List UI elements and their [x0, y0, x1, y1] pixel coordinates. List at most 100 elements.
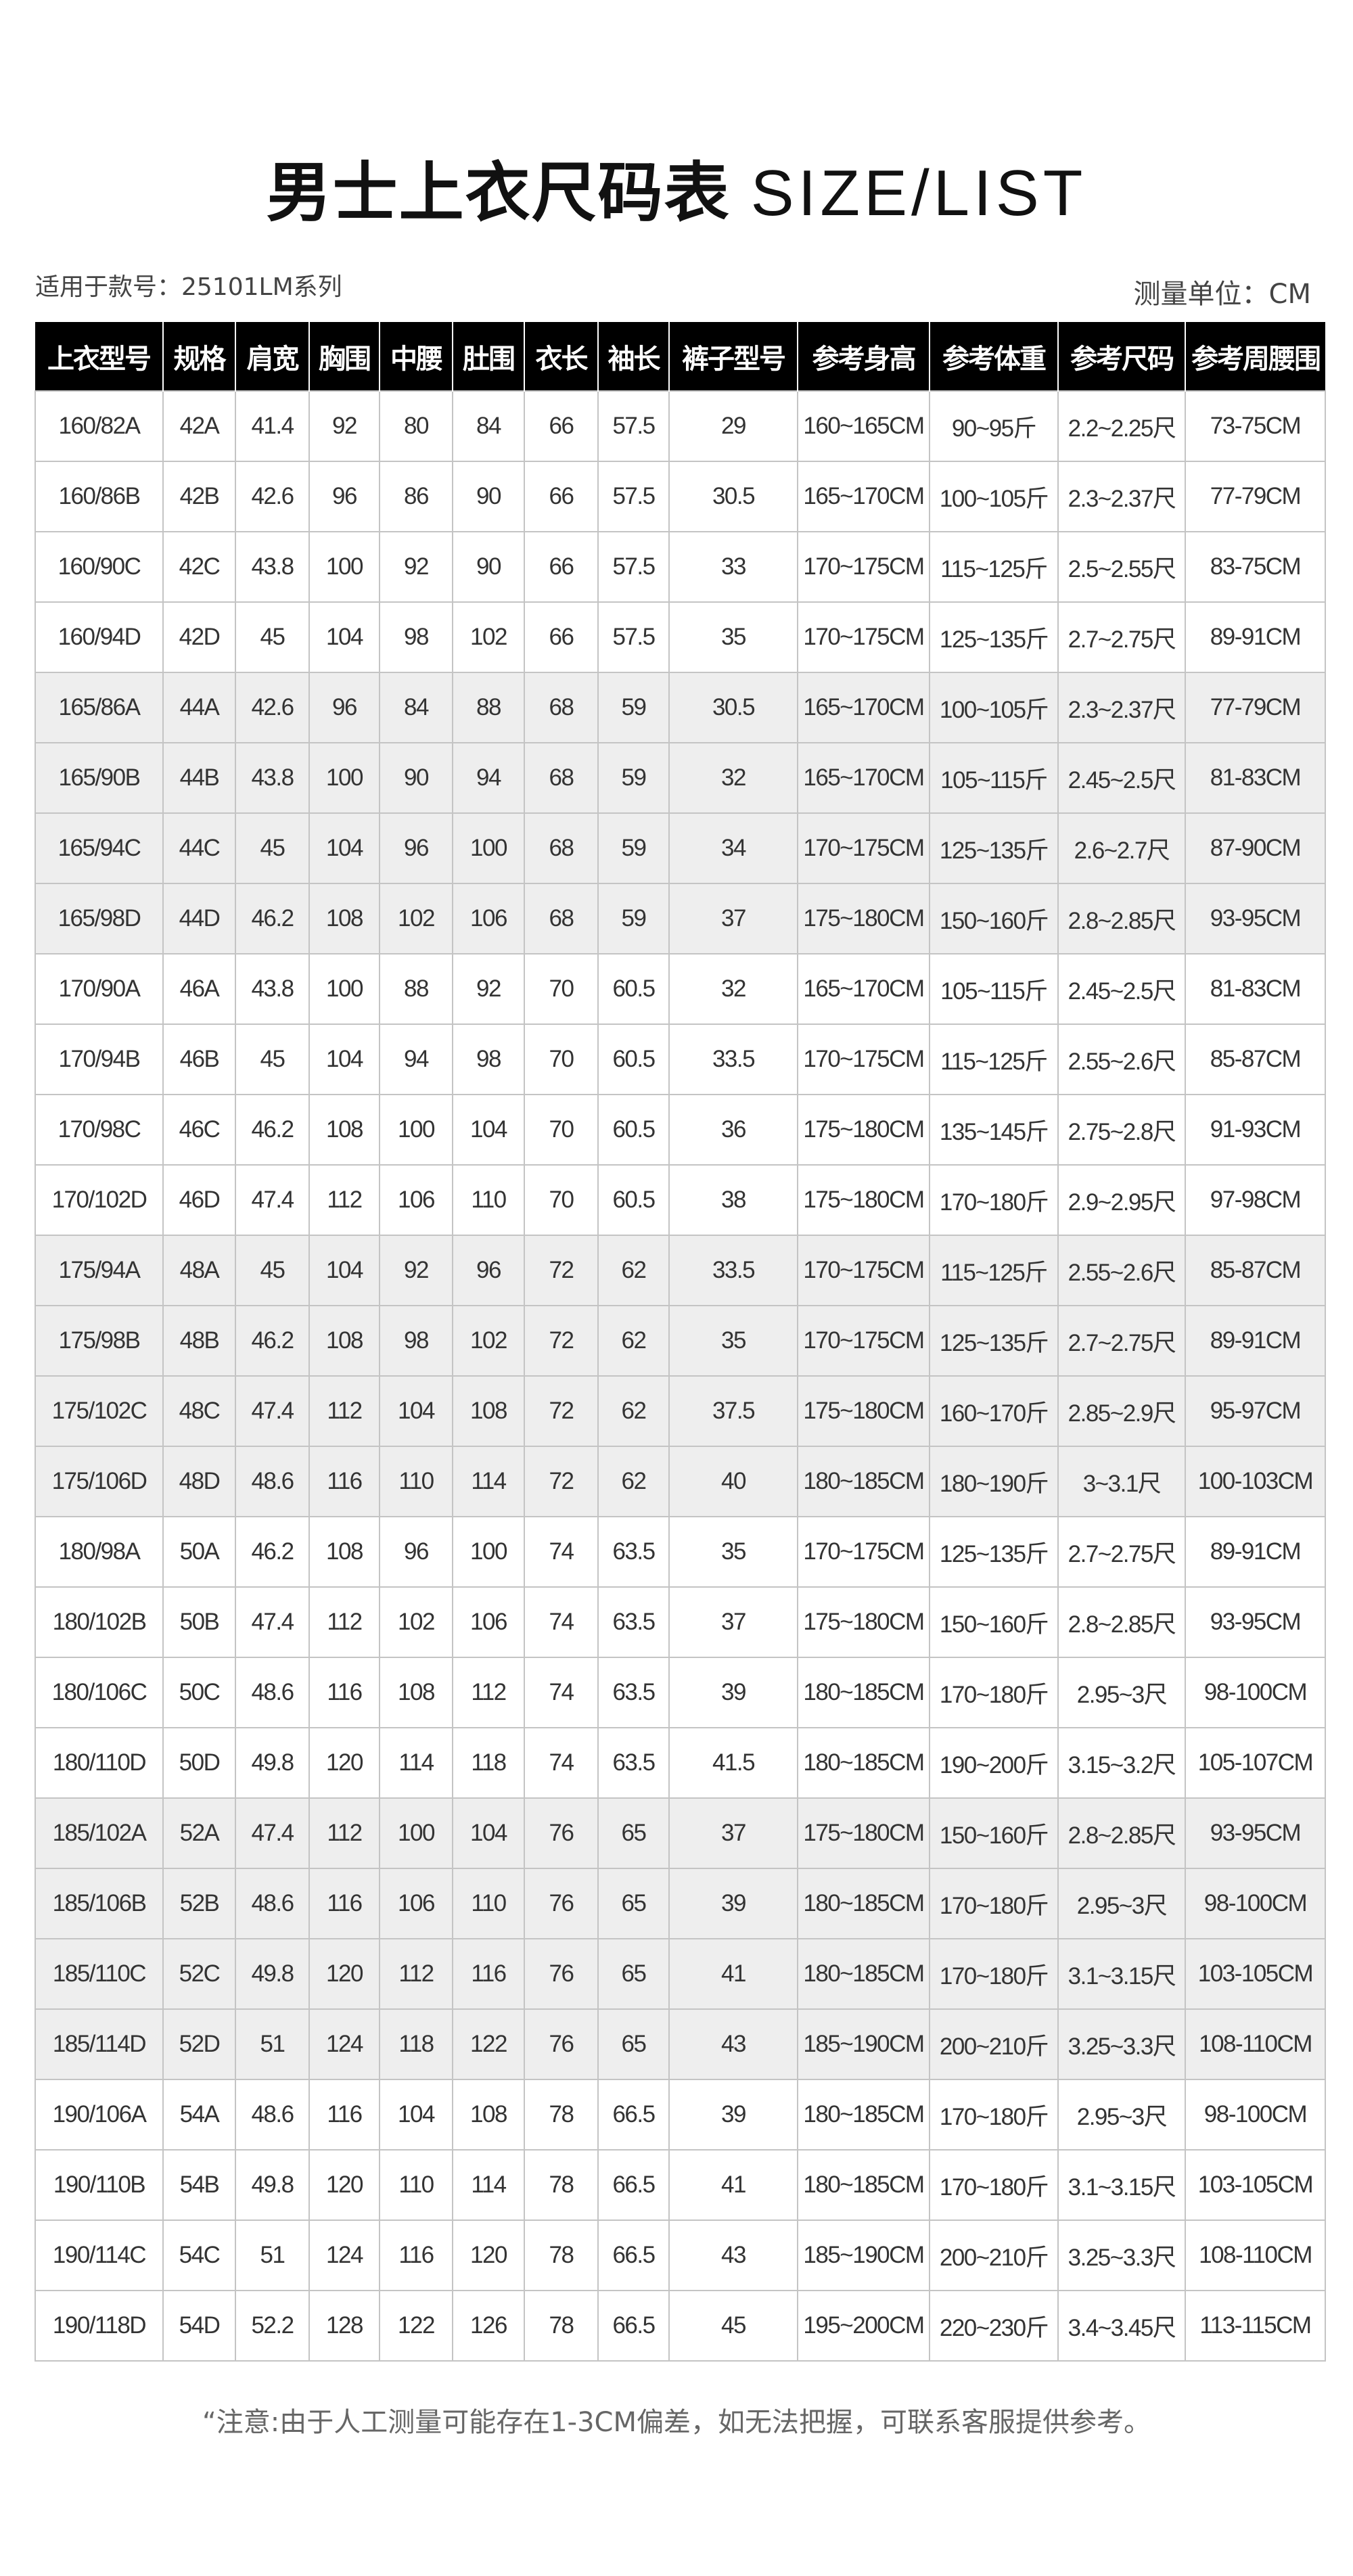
table-cell: 165/86A [35, 672, 164, 743]
table-cell: 180~185CM [797, 1727, 930, 1799]
table-cell: 124 [308, 2220, 380, 2291]
table-row: 190/110B 54B 49.8 120 110 114 78 66.5 41 180~185C… [35, 2149, 1326, 2221]
table-row: 165/86A 44A 42.6 96 84 88 68 59 30.5 165~170CM 100… [35, 672, 1326, 743]
table-cell: 47.4 [235, 1375, 310, 1447]
table-cell: 33 [668, 531, 798, 603]
table-cell: 102 [379, 883, 453, 954]
table-cell: 114 [452, 1446, 525, 1517]
table-cell: 100 [379, 1094, 453, 1166]
table-cell: 77-79CM [1185, 461, 1326, 532]
table-row: 185/106B 52B 48.6 116 106 110 76 65 39 180~185CM 1… [35, 1868, 1326, 1939]
table-row: 160/90C 42C 43.8 100 92 90 66 57.5 33 170~175CM 11… [35, 531, 1326, 603]
table-cell: 165~170CM [797, 672, 930, 743]
table-cell: 104 [308, 1235, 380, 1306]
table-cell: 175~180CM [797, 883, 930, 954]
column-header: 参考尺码 [1057, 322, 1186, 391]
table-cell: 170~180斤 [929, 2149, 1059, 2221]
table-cell: 44A [162, 672, 236, 743]
table-cell: 175/98B [35, 1305, 164, 1377]
table-cell: 52A [162, 1797, 236, 1869]
table-cell: 93-95CM [1185, 1797, 1326, 1869]
table-row: 170/102D 46D 47.4 112 106 110 70 60.5 38 175~180C… [35, 1164, 1326, 1236]
title-english: SIZE/LIST [750, 157, 1087, 229]
table-cell: 74 [524, 1657, 599, 1728]
table-cell: 106 [379, 1164, 453, 1236]
table-cell: 74 [524, 1516, 599, 1588]
table-cell: 170~175CM [797, 531, 930, 603]
table-cell: 90 [452, 531, 525, 603]
applicable-models: 适用于款号：25101LM系列 [35, 273, 342, 301]
table-cell: 98 [452, 1024, 525, 1095]
table-row: 170/94B 46B 45 104 94 98 70 60.5 33.5 170~175CM 11… [35, 1024, 1326, 1095]
table-row: 180/110D 50D 49.8 120 114 118 74 63.5 41.5 180~18… [35, 1727, 1326, 1799]
table-cell: 2.7~2.75尺 [1057, 601, 1186, 673]
table-cell: 175/102C [35, 1375, 164, 1447]
table-cell: 65 [597, 1868, 670, 1939]
table-cell: 190/106A [35, 2079, 164, 2150]
table-cell: 150~160斤 [929, 883, 1059, 954]
table-cell: 74 [524, 1727, 599, 1799]
table-cell: 52D [162, 2008, 236, 2080]
table-cell: 128 [308, 2290, 380, 2362]
table-cell: 89-91CM [1185, 1305, 1326, 1377]
table-cell: 54D [162, 2290, 236, 2362]
table-cell: 89-91CM [1185, 1516, 1326, 1588]
table-cell: 2.2~2.25尺 [1057, 390, 1186, 462]
table-cell: 175/94A [35, 1235, 164, 1306]
table-cell: 98-100CM [1185, 1868, 1326, 1939]
table-cell: 44C [162, 812, 236, 884]
table-cell: 180~185CM [797, 1868, 930, 1939]
table-cell: 90 [452, 461, 525, 532]
table-cell: 90~95斤 [929, 390, 1059, 462]
table-cell: 170~175CM [797, 1516, 930, 1588]
table-cell: 35 [668, 1305, 798, 1377]
table-cell: 48.6 [235, 1868, 310, 1939]
table-cell: 108 [308, 883, 380, 954]
table-cell: 66 [524, 531, 599, 603]
table-cell: 116 [308, 1657, 380, 1728]
table-cell: 180~185CM [797, 2149, 930, 2221]
table-cell: 114 [379, 1727, 453, 1799]
table-row: 175/98B 48B 46.2 108 98 102 72 62 35 170~175CM 125… [35, 1305, 1326, 1377]
table-cell: 112 [308, 1164, 380, 1236]
table-cell: 135~145斤 [929, 1094, 1059, 1166]
table-row: 190/114C 54C 51 124 116 120 78 66.5 43 185~190CM 2… [35, 2220, 1326, 2291]
table-cell: 43.8 [235, 953, 310, 1025]
column-header: 参考体重 [929, 322, 1059, 391]
table-cell: 104 [452, 1094, 525, 1166]
size-table: 上衣型号 规格 肩宽 胸围 中腰 肚围 衣长 袖长 裤子型号 参考身高 参考体重 参考尺码 参考周腰围 … [35, 322, 1326, 2362]
table-cell: 2.3~2.37尺 [1057, 461, 1186, 532]
table-cell: 46B [162, 1024, 236, 1095]
table-cell: 110 [452, 1164, 525, 1236]
table-cell: 96 [308, 672, 380, 743]
table-cell: 96 [379, 1516, 453, 1588]
table-cell: 48B [162, 1305, 236, 1377]
table-cell: 175~180CM [797, 1797, 930, 1869]
table-cell: 114 [452, 2149, 525, 2221]
table-cell: 85-87CM [1185, 1235, 1326, 1306]
table-cell: 2.85~2.9尺 [1057, 1375, 1186, 1447]
table-cell: 3.25~3.3尺 [1057, 2220, 1186, 2291]
table-cell: 112 [452, 1657, 525, 1728]
table-cell: 66 [524, 461, 599, 532]
table-cell: 94 [452, 742, 525, 814]
table-cell: 70 [524, 953, 599, 1025]
table-cell: 170/102D [35, 1164, 164, 1236]
table-cell: 88 [379, 953, 453, 1025]
table-row: 165/90B 44B 43.8 100 90 94 68 59 32 165~170CM 105~… [35, 742, 1326, 814]
table-cell: 100~105斤 [929, 461, 1059, 532]
table-cell: 185/102A [35, 1797, 164, 1869]
table-cell: 122 [379, 2290, 453, 2362]
table-cell: 59 [597, 742, 670, 814]
table-cell: 72 [524, 1305, 599, 1377]
table-cell: 200~210斤 [929, 2008, 1059, 2080]
table-cell: 108 [308, 1516, 380, 1588]
table-cell: 66.5 [597, 2149, 670, 2221]
table-cell: 103-105CM [1185, 2149, 1326, 2221]
table-row: 160/82A 42A 41.4 92 80 84 66 57.5 29 160~165CM 90~… [35, 390, 1326, 462]
table-header-row: 上衣型号 规格 肩宽 胸围 中腰 肚围 衣长 袖长 裤子型号 参考身高 参考体重 参考尺码 参考周腰围 [35, 322, 1325, 391]
table-cell: 108-110CM [1185, 2008, 1326, 2080]
table-cell: 48C [162, 1375, 236, 1447]
table-cell: 46.2 [235, 883, 310, 954]
table-cell: 160/82A [35, 390, 164, 462]
